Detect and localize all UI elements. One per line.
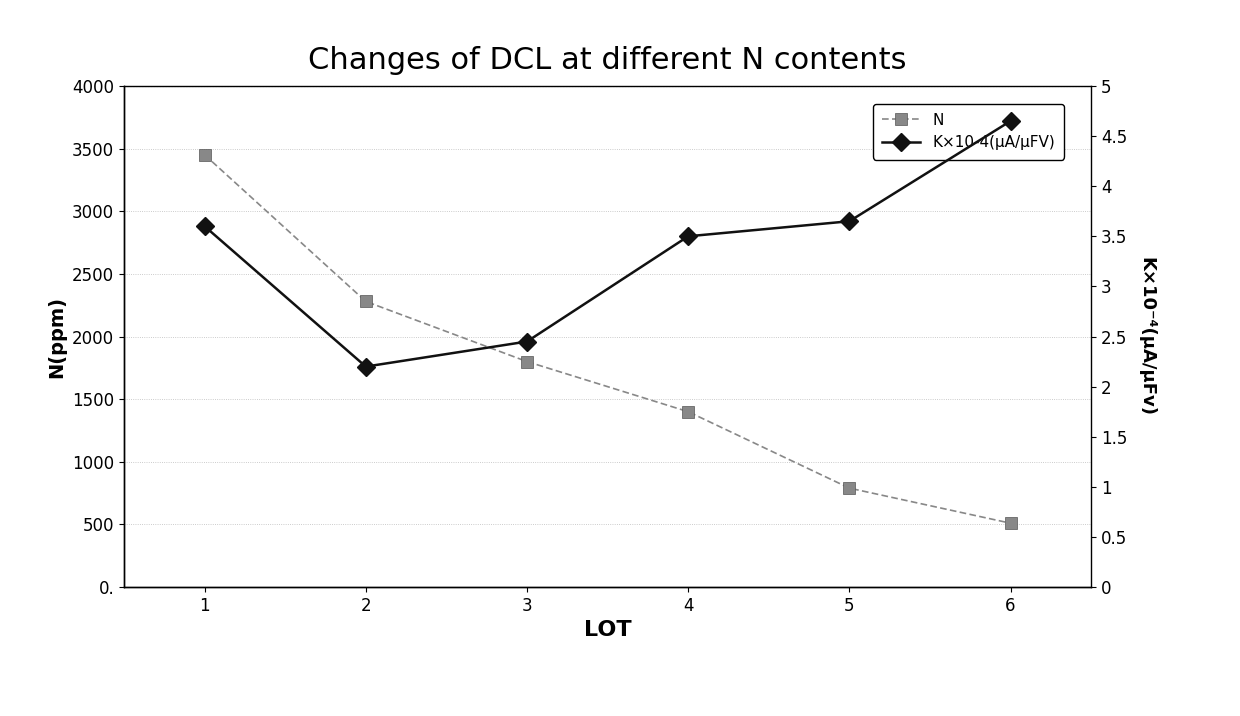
- N: [842, 484, 857, 493]
- Y-axis label: N(ppm): N(ppm): [47, 296, 67, 377]
- N: [681, 407, 696, 416]
- N: [1003, 519, 1018, 528]
- N: [520, 357, 534, 366]
- Line: N: N: [198, 149, 1017, 529]
- X-axis label: LOT: LOT: [584, 620, 631, 640]
- K×10-4(μA/μFV): [197, 222, 212, 231]
- Y-axis label: K×10⁻⁴(μA/μFv): K×10⁻⁴(μA/μFv): [1137, 257, 1156, 416]
- K×10-4(μA/μFV): [1003, 117, 1018, 125]
- K×10-4(μA/μFV): [681, 232, 696, 241]
- K×10-4(μA/μFV): [358, 362, 373, 371]
- N: [197, 150, 212, 159]
- Legend: N, K×10-4(μA/μFV): N, K×10-4(μA/μFV): [873, 104, 1064, 160]
- K×10-4(μA/μFV): [520, 337, 534, 346]
- Title: Changes of DCL at different N contents: Changes of DCL at different N contents: [309, 47, 906, 75]
- K×10-4(μA/μFV): [842, 217, 857, 226]
- N: [358, 297, 373, 306]
- Line: K×10-4(μA/μFV): K×10-4(μA/μFV): [198, 115, 1017, 373]
